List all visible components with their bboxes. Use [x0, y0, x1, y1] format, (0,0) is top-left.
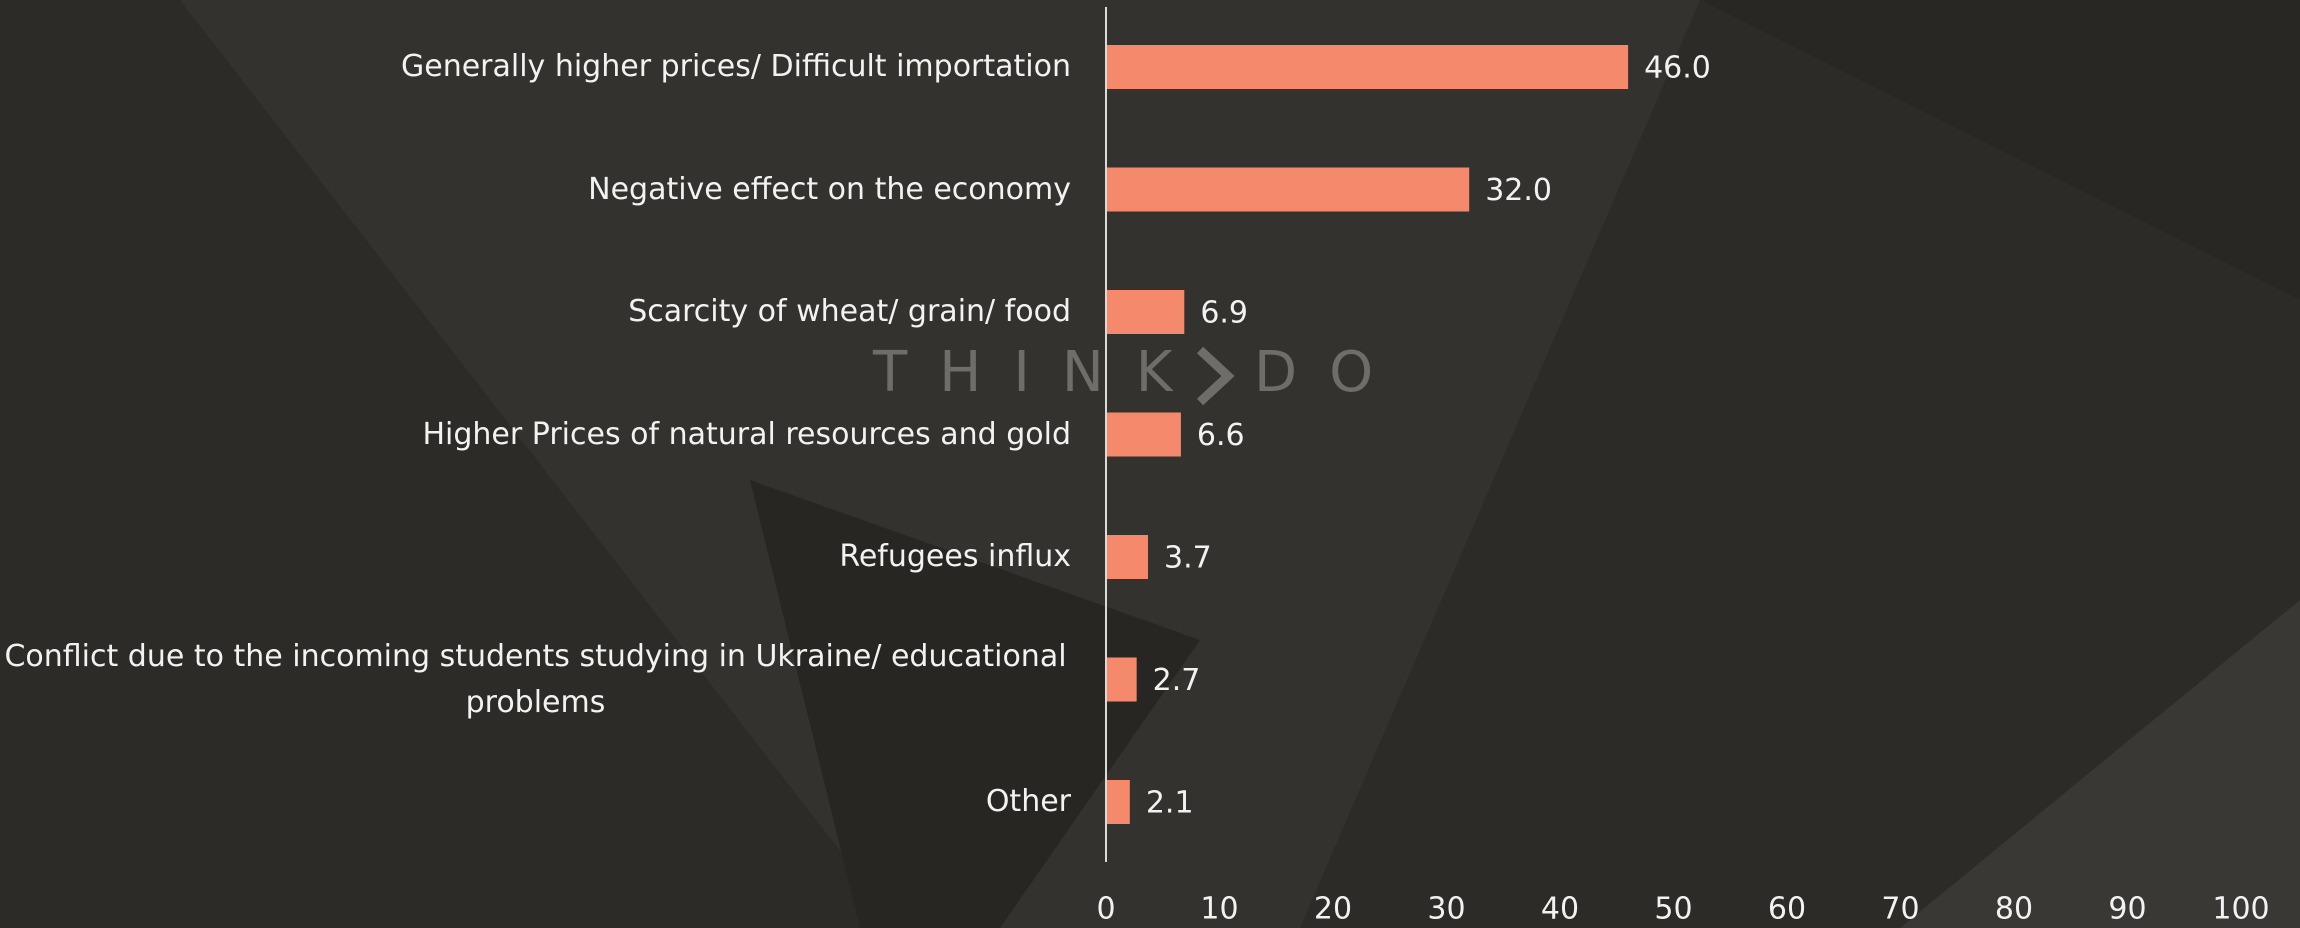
watermark-chevron: [1196, 346, 1235, 406]
bar: [1106, 780, 1130, 824]
x-tick-label: 100: [2212, 892, 2269, 927]
background-shape: [1900, 600, 2300, 928]
x-tick-label: 80: [1995, 892, 2033, 927]
category-label-box: Conflict due to the incoming students st…: [0, 625, 1071, 735]
value-label: 32.0: [1485, 173, 1552, 208]
y-tick-label: Higher Prices of natural resources and g…: [422, 416, 1071, 452]
value-label: 3.7: [1164, 541, 1212, 576]
value-label: 2.1: [1146, 786, 1194, 821]
value-label: 6.9: [1200, 296, 1248, 331]
category-label-box: Other: [0, 747, 1071, 857]
x-tick-label: 0: [1096, 892, 1115, 927]
x-tick-label: 30: [1427, 892, 1465, 927]
bar: [1106, 535, 1148, 579]
x-tick-label: 50: [1654, 892, 1692, 927]
x-tick-label: 60: [1768, 892, 1806, 927]
x-tick-label: 40: [1541, 892, 1579, 927]
value-label: 2.7: [1153, 663, 1201, 698]
category-label-box: Higher Prices of natural resources and g…: [0, 380, 1071, 490]
x-tick-label: 70: [1881, 892, 1919, 927]
y-tick-label: Conflict due to the incoming students st…: [4, 638, 1067, 720]
y-tick-label: Refugees influx: [839, 539, 1071, 574]
x-tick-label: 10: [1200, 892, 1238, 927]
value-label: 6.6: [1197, 418, 1245, 453]
background-shape: [750, 480, 1200, 928]
y-tick-label: Generally higher prices/ Difficult impor…: [400, 49, 1071, 84]
y-tick-label: Other: [985, 784, 1071, 819]
bar: [1106, 412, 1181, 457]
bar: [1106, 657, 1137, 702]
y-tick-label: Scarcity of wheat/ grain/ food: [628, 294, 1071, 329]
bar: [1106, 290, 1185, 334]
bar: [1106, 45, 1629, 89]
x-tick-label: 90: [2108, 892, 2146, 927]
x-tick-label: 20: [1314, 892, 1352, 927]
category-label-box: Scarcity of wheat/ grain/ food: [0, 257, 1071, 367]
category-label-box: Negative effect on the economy: [0, 135, 1071, 245]
category-label-box: Generally higher prices/ Difficult impor…: [0, 12, 1071, 122]
bar: [1106, 167, 1470, 212]
y-tick-label: Negative effect on the economy: [588, 171, 1071, 207]
background-shape: [180, 0, 1700, 928]
watermark: DO: [1254, 340, 1405, 405]
category-label-box: Refugees influx: [0, 502, 1071, 612]
value-label: 46.0: [1644, 51, 1711, 86]
background-shape: [1700, 0, 2300, 300]
watermark: THINK: [872, 340, 1204, 405]
